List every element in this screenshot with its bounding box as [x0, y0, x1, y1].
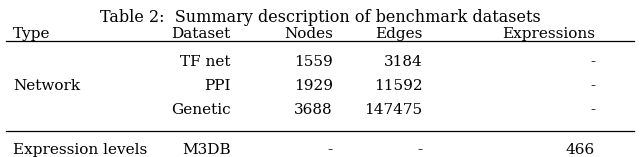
Text: PPI: PPI: [204, 79, 230, 93]
Text: -: -: [590, 79, 595, 93]
Text: Network: Network: [13, 79, 80, 93]
Text: Genetic: Genetic: [171, 103, 230, 117]
Text: 466: 466: [566, 143, 595, 157]
Text: 11592: 11592: [374, 79, 422, 93]
Text: 3184: 3184: [383, 55, 422, 69]
Text: Expressions: Expressions: [502, 27, 595, 41]
Text: Type: Type: [13, 27, 51, 41]
Text: 147475: 147475: [364, 103, 422, 117]
Text: Table 2:  Summary description of benchmark datasets: Table 2: Summary description of benchmar…: [100, 9, 540, 26]
Text: -: -: [417, 143, 422, 157]
Text: -: -: [590, 103, 595, 117]
Text: M3DB: M3DB: [182, 143, 230, 157]
Text: Expression levels: Expression levels: [13, 143, 147, 157]
Text: Dataset: Dataset: [171, 27, 230, 41]
Text: Nodes: Nodes: [284, 27, 333, 41]
Text: -: -: [590, 55, 595, 69]
Text: 1559: 1559: [294, 55, 333, 69]
Text: 1929: 1929: [294, 79, 333, 93]
Text: 3688: 3688: [294, 103, 333, 117]
Text: -: -: [328, 143, 333, 157]
Text: TF net: TF net: [180, 55, 230, 69]
Text: Edges: Edges: [375, 27, 422, 41]
